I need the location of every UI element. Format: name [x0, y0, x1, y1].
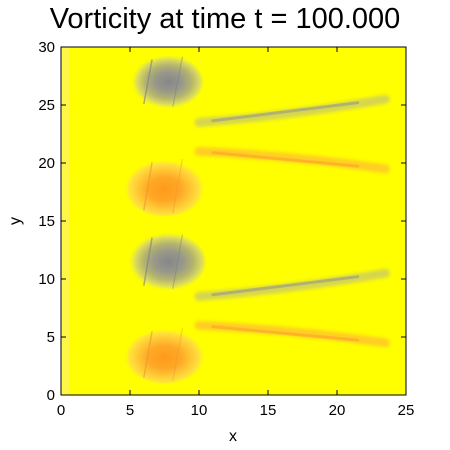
vortex-3 [123, 325, 206, 384]
chart-title: Vorticity at time t = 100.000 [49, 3, 401, 35]
wake-core-3 [211, 325, 360, 342]
wake-core-2 [211, 275, 360, 297]
vortex-streak-b-1 [172, 158, 184, 214]
y-tick-label-5: 25 [38, 97, 55, 114]
vortex-streak-0 [143, 59, 153, 105]
y-tick-label-1: 5 [47, 329, 55, 346]
wake-core-0 [211, 101, 360, 123]
y-tick-label-6: 30 [38, 39, 55, 56]
x-tick-label-4: 20 [329, 402, 346, 419]
x-tick-label-1: 5 [126, 402, 134, 419]
x-tick-label-3: 15 [260, 402, 277, 419]
wake-core-1 [211, 151, 360, 168]
y-tick-label-3: 15 [38, 213, 55, 230]
x-axis-label: x [229, 428, 237, 445]
y-tick-label-2: 10 [38, 271, 55, 288]
x-tick-label-0: 0 [57, 402, 65, 419]
y-tick-label-0: 0 [47, 387, 55, 404]
y-axis-label: y [7, 217, 24, 225]
vortex-streak-3 [143, 331, 153, 378]
vortex-streak-2 [143, 237, 153, 286]
x-tick-label-2: 10 [191, 402, 208, 419]
vortex-streak-b-0 [172, 56, 184, 107]
vorticity-field [61, 47, 406, 395]
x-tick-label-5: 25 [398, 402, 415, 419]
vortex-streak-1 [143, 161, 153, 211]
vortex-streak-b-2 [172, 234, 184, 289]
axes: 0 5 10 15 20 25 0 5 10 15 20 25 30 [38, 39, 414, 419]
vortex-2 [123, 231, 206, 292]
vortex-streak-b-3 [172, 328, 184, 381]
y-tick-label-4: 20 [38, 155, 55, 172]
vortex-1 [123, 156, 206, 217]
vortex-0 [125, 53, 204, 110]
